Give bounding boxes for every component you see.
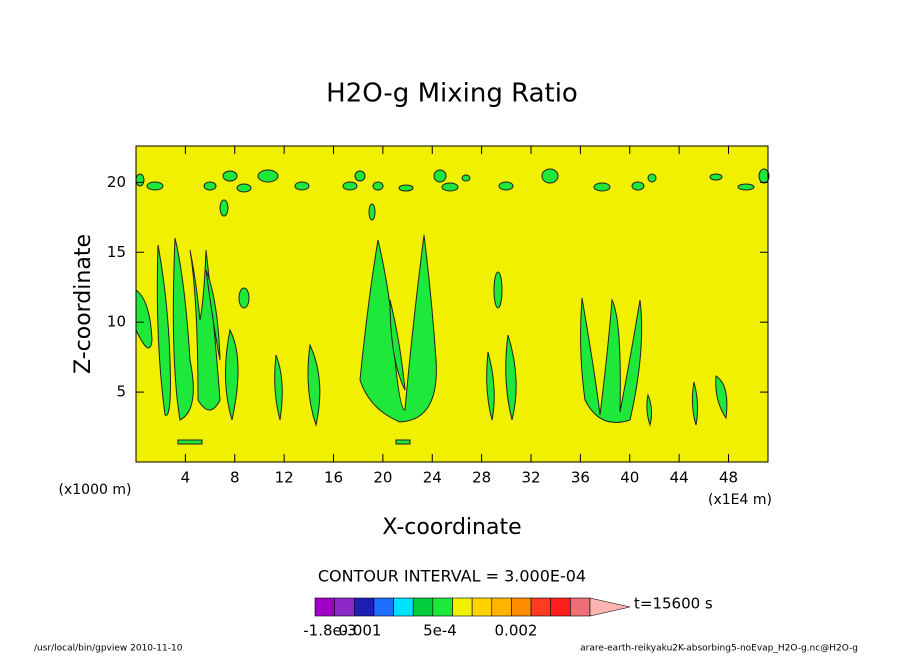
y-tick-label: 20	[107, 173, 126, 191]
contour-region	[222, 170, 238, 182]
contour-region	[737, 183, 755, 191]
colorbar-box	[550, 597, 571, 617]
contour-region	[593, 182, 611, 192]
contour-region	[709, 173, 723, 181]
contour-regions	[135, 168, 770, 445]
contour-region	[189, 249, 221, 411]
colorbar-label: -1.8e-3	[303, 622, 356, 640]
contour-region	[225, 328, 239, 421]
colorbar-box	[353, 597, 375, 617]
colorbar-box	[530, 597, 552, 617]
contour-region	[172, 237, 194, 421]
x-tick-label: 20	[373, 469, 392, 487]
chart-title: H2O-g Mixing Ratio	[326, 79, 578, 109]
contour-region	[236, 183, 252, 193]
contour-region	[647, 173, 657, 183]
footer-left: /usr/local/bin/gpview 2010-11-10	[34, 644, 183, 654]
contour-region	[580, 297, 643, 423]
colorbar-box	[393, 597, 414, 617]
x-tick-label: 28	[472, 469, 491, 487]
colorbar-box	[570, 597, 591, 617]
contour-region	[493, 271, 503, 309]
contour-region	[505, 334, 517, 421]
plot-frame	[135, 145, 769, 463]
x-unit-left: (x1000 m)	[59, 482, 132, 498]
contour-region	[372, 181, 384, 191]
contour-region	[631, 181, 645, 191]
colorbar-box	[432, 597, 453, 617]
colorbar-box	[314, 597, 335, 617]
contour-region	[205, 269, 221, 361]
contour-region	[398, 184, 414, 192]
x-tick-label: 48	[719, 469, 738, 487]
contour-region	[135, 173, 145, 187]
colorbar-box	[491, 597, 512, 617]
colorbar-box	[452, 597, 473, 617]
contour-region	[177, 439, 203, 445]
contour-region	[486, 351, 495, 421]
contour-region	[342, 181, 358, 191]
colorbar-arrow	[589, 597, 631, 617]
x-tick-label: 40	[620, 469, 639, 487]
contour-region	[395, 439, 411, 445]
contour-region	[294, 181, 310, 191]
contour-region	[203, 181, 217, 191]
colorbar-label: 0.001	[339, 622, 382, 640]
x-tick-label: 8	[230, 469, 240, 487]
x-tick-label: 4	[181, 469, 191, 487]
time-label: t=15600 s	[634, 595, 713, 613]
y-tick-label: 5	[116, 383, 126, 401]
contour-region	[274, 354, 283, 421]
contour-region	[758, 168, 770, 184]
colorbar-label: 5e-4	[423, 622, 457, 640]
contour-region	[691, 381, 699, 426]
contour-region	[715, 375, 728, 420]
colorbar-box	[373, 597, 394, 617]
colorbar-box	[471, 597, 493, 617]
y-tick-label: 10	[107, 313, 126, 331]
contour-region	[146, 181, 164, 191]
x-tick-label: 32	[521, 469, 540, 487]
x-axis-label: X-coordinate	[382, 515, 521, 540]
contour-region	[541, 168, 559, 184]
colorbar-box	[334, 597, 355, 617]
contour-interval: CONTOUR INTERVAL = 3.000E-04	[318, 567, 586, 586]
colorbar-box	[412, 597, 434, 617]
contour-region	[368, 203, 376, 221]
contour-region	[461, 174, 471, 182]
x-tick-label: 12	[275, 469, 294, 487]
contour-region	[441, 182, 459, 192]
colorbar-label: 0.002	[495, 622, 538, 640]
contour-region	[219, 199, 229, 217]
contour-region	[135, 289, 153, 349]
y-tick-label: 15	[107, 243, 126, 261]
contour-region	[646, 393, 653, 427]
contour-region	[238, 287, 250, 309]
x-tick-label: 16	[324, 469, 343, 487]
x-tick-label: 44	[670, 469, 689, 487]
y-axis-label: Z-coordinate	[71, 234, 96, 374]
colorbar-box	[511, 597, 532, 617]
contour-region	[433, 169, 447, 183]
x-tick-label: 36	[571, 469, 590, 487]
x-tick-label: 24	[423, 469, 442, 487]
colorbar: -1.8e-30.001 5e-4 0.002	[303, 597, 631, 640]
contour-region	[257, 169, 279, 183]
contour-region	[498, 181, 514, 191]
contour-region	[389, 299, 406, 391]
contour-region	[156, 244, 171, 416]
x-unit-right: (x1E4 m)	[708, 492, 772, 508]
contour-region	[354, 170, 366, 182]
contour-region	[307, 343, 321, 427]
footer-right: arare-earth-reikyaku2K-absorbing5-noEvap…	[580, 644, 858, 654]
